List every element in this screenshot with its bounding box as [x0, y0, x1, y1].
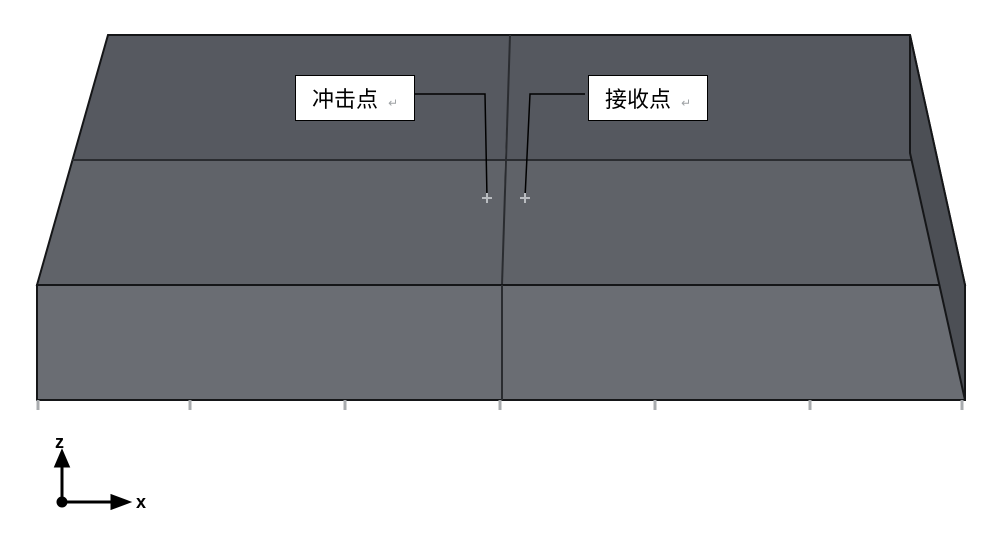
top-face-far-left [72, 35, 510, 160]
impact-label-text: 冲击点 [312, 87, 378, 112]
receive-label-text: 接收点 [605, 87, 671, 112]
top-face-far-right [505, 35, 938, 160]
support-ticks [38, 400, 962, 410]
carriage-return-icon: ↵ [681, 96, 691, 110]
axis-x-label: x [136, 492, 146, 513]
carriage-return-icon: ↵ [388, 96, 398, 110]
impact-label: 冲击点 ↵ [295, 75, 415, 121]
axis-z-label: z [55, 432, 64, 453]
coordinate-axis [56, 452, 128, 508]
top-face-near-right [502, 160, 965, 285]
figure-canvas: 冲击点 ↵ 接收点 ↵ z x [0, 0, 1000, 545]
top-face-near-left [37, 160, 505, 285]
slab-svg [0, 0, 1000, 545]
receive-label: 接收点 ↵ [588, 75, 708, 121]
